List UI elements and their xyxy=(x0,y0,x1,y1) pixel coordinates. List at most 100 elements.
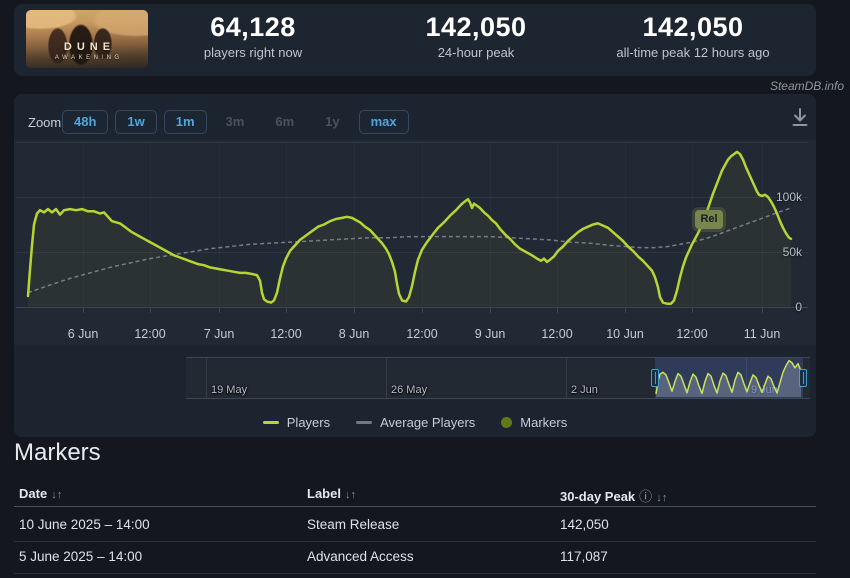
x-axis-label: 7 Jun xyxy=(203,327,235,341)
game-capsule-art xyxy=(26,10,148,68)
current-players-value: 64,128 xyxy=(210,12,296,42)
table-row-divider xyxy=(14,541,816,542)
legend-label: Average Players xyxy=(380,414,476,430)
zoom-3m-button: 3m xyxy=(225,113,245,129)
x-gridline xyxy=(150,142,151,307)
player-chart-plot-area[interactable] xyxy=(14,140,816,345)
zoom-1m-button[interactable]: 1m xyxy=(163,109,207,134)
legend-swatch-icon xyxy=(356,420,373,424)
peak-24h-label: 24-hour peak xyxy=(437,45,515,60)
row-label: Steam Release xyxy=(307,517,400,532)
y-gridline xyxy=(16,142,808,143)
y-gridline xyxy=(16,197,808,198)
x-tick-mark xyxy=(286,308,287,313)
peak-alltime-value: 142,050 xyxy=(642,12,744,42)
x-tick-mark xyxy=(354,308,355,313)
current-players-label: players right now xyxy=(203,45,303,60)
markers-section-title: Markers xyxy=(14,439,101,466)
game-logo-title: DUNE xyxy=(63,41,116,53)
steamdb-watermark: SteamDB.info xyxy=(769,79,844,93)
stat-current-players: 64,128 players right now xyxy=(163,12,343,61)
x-tick-mark xyxy=(83,308,84,313)
download-chart-icon[interactable] xyxy=(788,106,812,132)
navigator-axis-label: 2 Jun xyxy=(571,384,598,396)
navigator-right-handle[interactable] xyxy=(799,369,807,387)
navigator-axis-label: 26 May xyxy=(391,384,428,396)
game-logo-subtitle: AWAKENING xyxy=(54,55,123,61)
y-gridline xyxy=(16,252,808,253)
x-gridline xyxy=(490,142,491,307)
navigator-left-handle[interactable] xyxy=(651,369,659,387)
x-tick-mark xyxy=(422,308,423,313)
x-gridline xyxy=(692,142,693,307)
x-gridline xyxy=(219,142,220,307)
x-axis-label: 10 Jun xyxy=(606,327,644,341)
x-gridline xyxy=(354,142,355,307)
zoom-controls: 48h 1w 1m 3m 6m 1y max xyxy=(62,108,409,135)
x-gridline xyxy=(83,142,84,307)
table-header-date[interactable]: Date ↓↑ xyxy=(19,486,63,501)
peak-alltime-label: all-time peak 12 hours ago xyxy=(616,45,770,60)
row-label: Advanced Access xyxy=(307,549,414,564)
x-axis-label: 9 Jun xyxy=(474,327,506,341)
game-capsule[interactable]: DUNE AWAKENING xyxy=(26,10,148,68)
x-axis-label: 11 Jun xyxy=(743,327,781,341)
release-marker-flag[interactable]: Rel xyxy=(695,210,723,229)
navigator-selected-range[interactable] xyxy=(655,358,803,398)
zoom-6m-button: 6m xyxy=(275,113,295,129)
navigator-gridline xyxy=(566,358,567,398)
x-tick-mark xyxy=(625,308,626,313)
stat-alltime-peak: 142,050 all-time peak 12 hours ago xyxy=(553,12,833,61)
legend-item-average-players[interactable]: Average Players xyxy=(356,415,475,430)
table-row-divider xyxy=(14,573,816,574)
y-axis-label: 100k xyxy=(775,190,802,204)
x-gridline xyxy=(762,142,763,307)
x-axis-label: 12:00 xyxy=(270,327,302,341)
zoom-max-button[interactable]: max xyxy=(358,109,409,134)
x-axis-label: 12:00 xyxy=(134,327,166,341)
y-gridline xyxy=(16,307,808,308)
x-axis-label: 12:00 xyxy=(541,327,573,341)
x-gridline xyxy=(557,142,558,307)
stat-24h-peak: 142,050 24-hour peak xyxy=(386,12,566,61)
navigator-axis-label: 19 May xyxy=(211,384,248,396)
x-tick-mark xyxy=(150,308,151,313)
table-header-peak[interactable]: 30-day Peak ⓘ ↓↑ xyxy=(560,489,668,504)
x-axis-label: 12:00 xyxy=(406,327,438,341)
sort-icon[interactable]: ↓↑ xyxy=(656,492,668,504)
x-axis-label: 6 Jun xyxy=(67,327,99,341)
row-peak: 117,087 xyxy=(560,549,608,564)
sort-icon[interactable]: ↓↑ xyxy=(344,489,356,501)
navigator-gridline xyxy=(206,358,207,398)
legend-item-players[interactable]: Players xyxy=(262,414,331,430)
peak-24h-value: 142,050 xyxy=(425,12,527,42)
row-date: 5 June 2025 – 14:00 xyxy=(19,549,143,564)
y-axis-label: 0 xyxy=(795,300,802,314)
zoom-1w-button[interactable]: 1w xyxy=(115,109,157,134)
legend-label: Players xyxy=(286,414,331,430)
legend-swatch-icon xyxy=(262,420,279,424)
zoom-label: Zoom xyxy=(28,115,62,130)
chart-legend: Players Average Players Markers xyxy=(14,409,816,435)
x-axis-label: 12:00 xyxy=(676,327,708,341)
navigator-gridline xyxy=(386,358,387,398)
x-gridline xyxy=(422,142,423,307)
x-tick-mark xyxy=(692,308,693,313)
table-header-label[interactable]: Label ↓↑ xyxy=(307,486,356,501)
x-axis-label: 8 Jun xyxy=(338,327,370,341)
x-gridline xyxy=(286,142,287,307)
y-axis-label: 50k xyxy=(782,245,802,259)
zoom-48h-button[interactable]: 48h xyxy=(62,109,109,134)
row-peak: 142,050 xyxy=(560,517,609,532)
sort-icon[interactable]: ↓↑ xyxy=(51,489,63,501)
info-icon[interactable]: ⓘ xyxy=(639,489,653,504)
zoom-1y-button: 1y xyxy=(325,113,340,129)
x-gridline xyxy=(625,142,626,307)
x-tick-mark xyxy=(490,308,491,313)
legend-label: Markers xyxy=(520,414,568,430)
legend-swatch-icon xyxy=(501,416,513,428)
x-tick-mark xyxy=(219,308,220,313)
x-tick-mark xyxy=(762,308,763,313)
row-date: 10 June 2025 – 14:00 xyxy=(19,517,150,532)
legend-item-markers[interactable]: Markers xyxy=(501,415,567,430)
